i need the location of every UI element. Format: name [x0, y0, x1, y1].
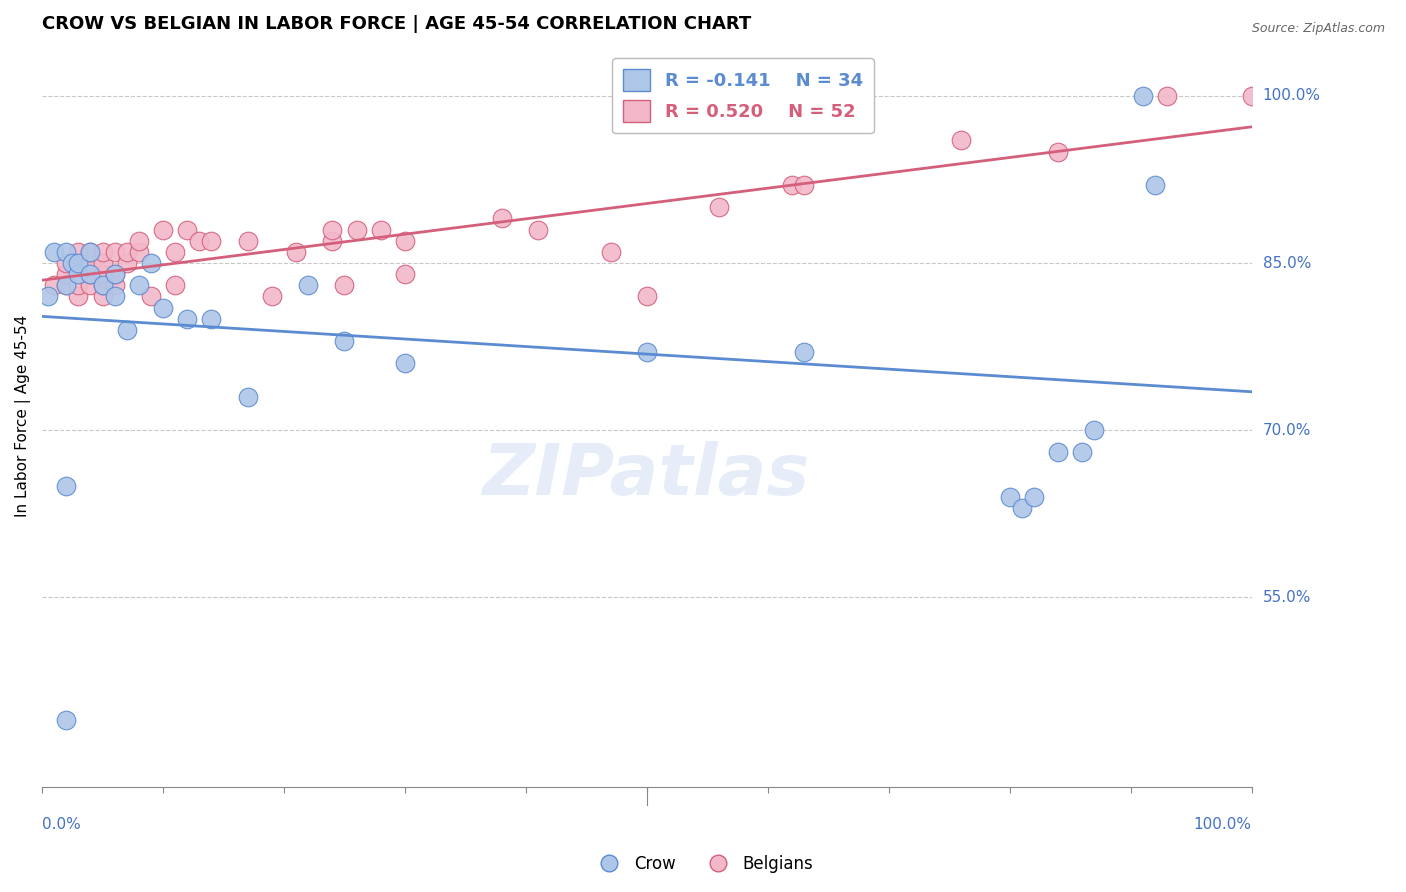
Point	[1047, 145, 1070, 159]
Point	[780, 178, 803, 192]
Y-axis label: In Labor Force | Age 45-54: In Labor Force | Age 45-54	[15, 315, 31, 517]
Text: Source: ZipAtlas.com: Source: ZipAtlas.com	[1251, 22, 1385, 36]
Point	[91, 289, 114, 303]
Point	[200, 311, 222, 326]
Point	[793, 345, 815, 359]
Point	[104, 267, 127, 281]
Point	[67, 256, 90, 270]
Point	[104, 244, 127, 259]
Point	[55, 244, 77, 259]
Point	[636, 289, 658, 303]
Point	[67, 256, 90, 270]
Point	[115, 256, 138, 270]
Point	[370, 222, 392, 236]
Point	[236, 234, 259, 248]
Point	[394, 267, 416, 281]
Point	[128, 278, 150, 293]
Point	[1071, 445, 1094, 459]
Point	[128, 244, 150, 259]
Point	[139, 256, 162, 270]
Point	[165, 244, 187, 259]
Point	[176, 311, 198, 326]
Point	[260, 289, 283, 303]
Point	[1011, 501, 1033, 516]
Point	[321, 234, 343, 248]
Point	[1083, 423, 1105, 437]
Point	[152, 301, 174, 315]
Point	[346, 222, 368, 236]
Point	[91, 256, 114, 270]
Point	[104, 289, 127, 303]
Point	[55, 256, 77, 270]
Point	[55, 278, 77, 293]
Point	[79, 267, 101, 281]
Point	[55, 278, 77, 293]
Point	[67, 267, 90, 281]
Point	[1240, 88, 1263, 103]
Point	[188, 234, 211, 248]
Legend: Crow, Belgians: Crow, Belgians	[586, 848, 820, 880]
Point	[79, 256, 101, 270]
Point	[128, 234, 150, 248]
Legend: R = -0.141    N = 34, R = 0.520    N = 52: R = -0.141 N = 34, R = 0.520 N = 52	[613, 58, 873, 133]
Point	[1022, 490, 1045, 504]
Point	[60, 256, 83, 270]
Point	[950, 133, 973, 147]
Text: ZIPatlas: ZIPatlas	[484, 441, 810, 510]
Point	[333, 334, 356, 348]
Point	[321, 222, 343, 236]
Point	[104, 278, 127, 293]
Point	[333, 278, 356, 293]
Text: 100.0%: 100.0%	[1194, 817, 1251, 832]
Point	[1047, 445, 1070, 459]
Point	[91, 278, 114, 293]
Point	[236, 390, 259, 404]
Point	[394, 356, 416, 370]
Point	[79, 278, 101, 293]
Point	[200, 234, 222, 248]
Point	[55, 713, 77, 727]
Point	[55, 267, 77, 281]
Point	[91, 278, 114, 293]
Point	[104, 267, 127, 281]
Point	[491, 211, 513, 226]
Point	[55, 479, 77, 493]
Point	[115, 323, 138, 337]
Point	[79, 267, 101, 281]
Point	[1156, 88, 1178, 103]
Point	[37, 289, 59, 303]
Point	[527, 222, 550, 236]
Point	[91, 267, 114, 281]
Text: 85.0%: 85.0%	[1263, 255, 1310, 270]
Point	[285, 244, 308, 259]
Point	[394, 234, 416, 248]
Point	[152, 222, 174, 236]
Point	[67, 289, 90, 303]
Point	[599, 244, 621, 259]
Point	[1132, 88, 1154, 103]
Point	[115, 244, 138, 259]
Point	[793, 178, 815, 192]
Point	[998, 490, 1021, 504]
Point	[139, 289, 162, 303]
Point	[1143, 178, 1166, 192]
Point	[67, 278, 90, 293]
Point	[79, 244, 101, 259]
Text: 55.0%: 55.0%	[1263, 590, 1310, 605]
Text: 100.0%: 100.0%	[1263, 88, 1320, 103]
Point	[297, 278, 319, 293]
Point	[709, 200, 731, 214]
Point	[79, 244, 101, 259]
Point	[165, 278, 187, 293]
Point	[636, 345, 658, 359]
Point	[44, 244, 66, 259]
Point	[44, 278, 66, 293]
Point	[176, 222, 198, 236]
Point	[67, 244, 90, 259]
Text: 70.0%: 70.0%	[1263, 423, 1310, 438]
Point	[91, 244, 114, 259]
Text: 0.0%: 0.0%	[42, 817, 82, 832]
Text: CROW VS BELGIAN IN LABOR FORCE | AGE 45-54 CORRELATION CHART: CROW VS BELGIAN IN LABOR FORCE | AGE 45-…	[42, 15, 751, 33]
